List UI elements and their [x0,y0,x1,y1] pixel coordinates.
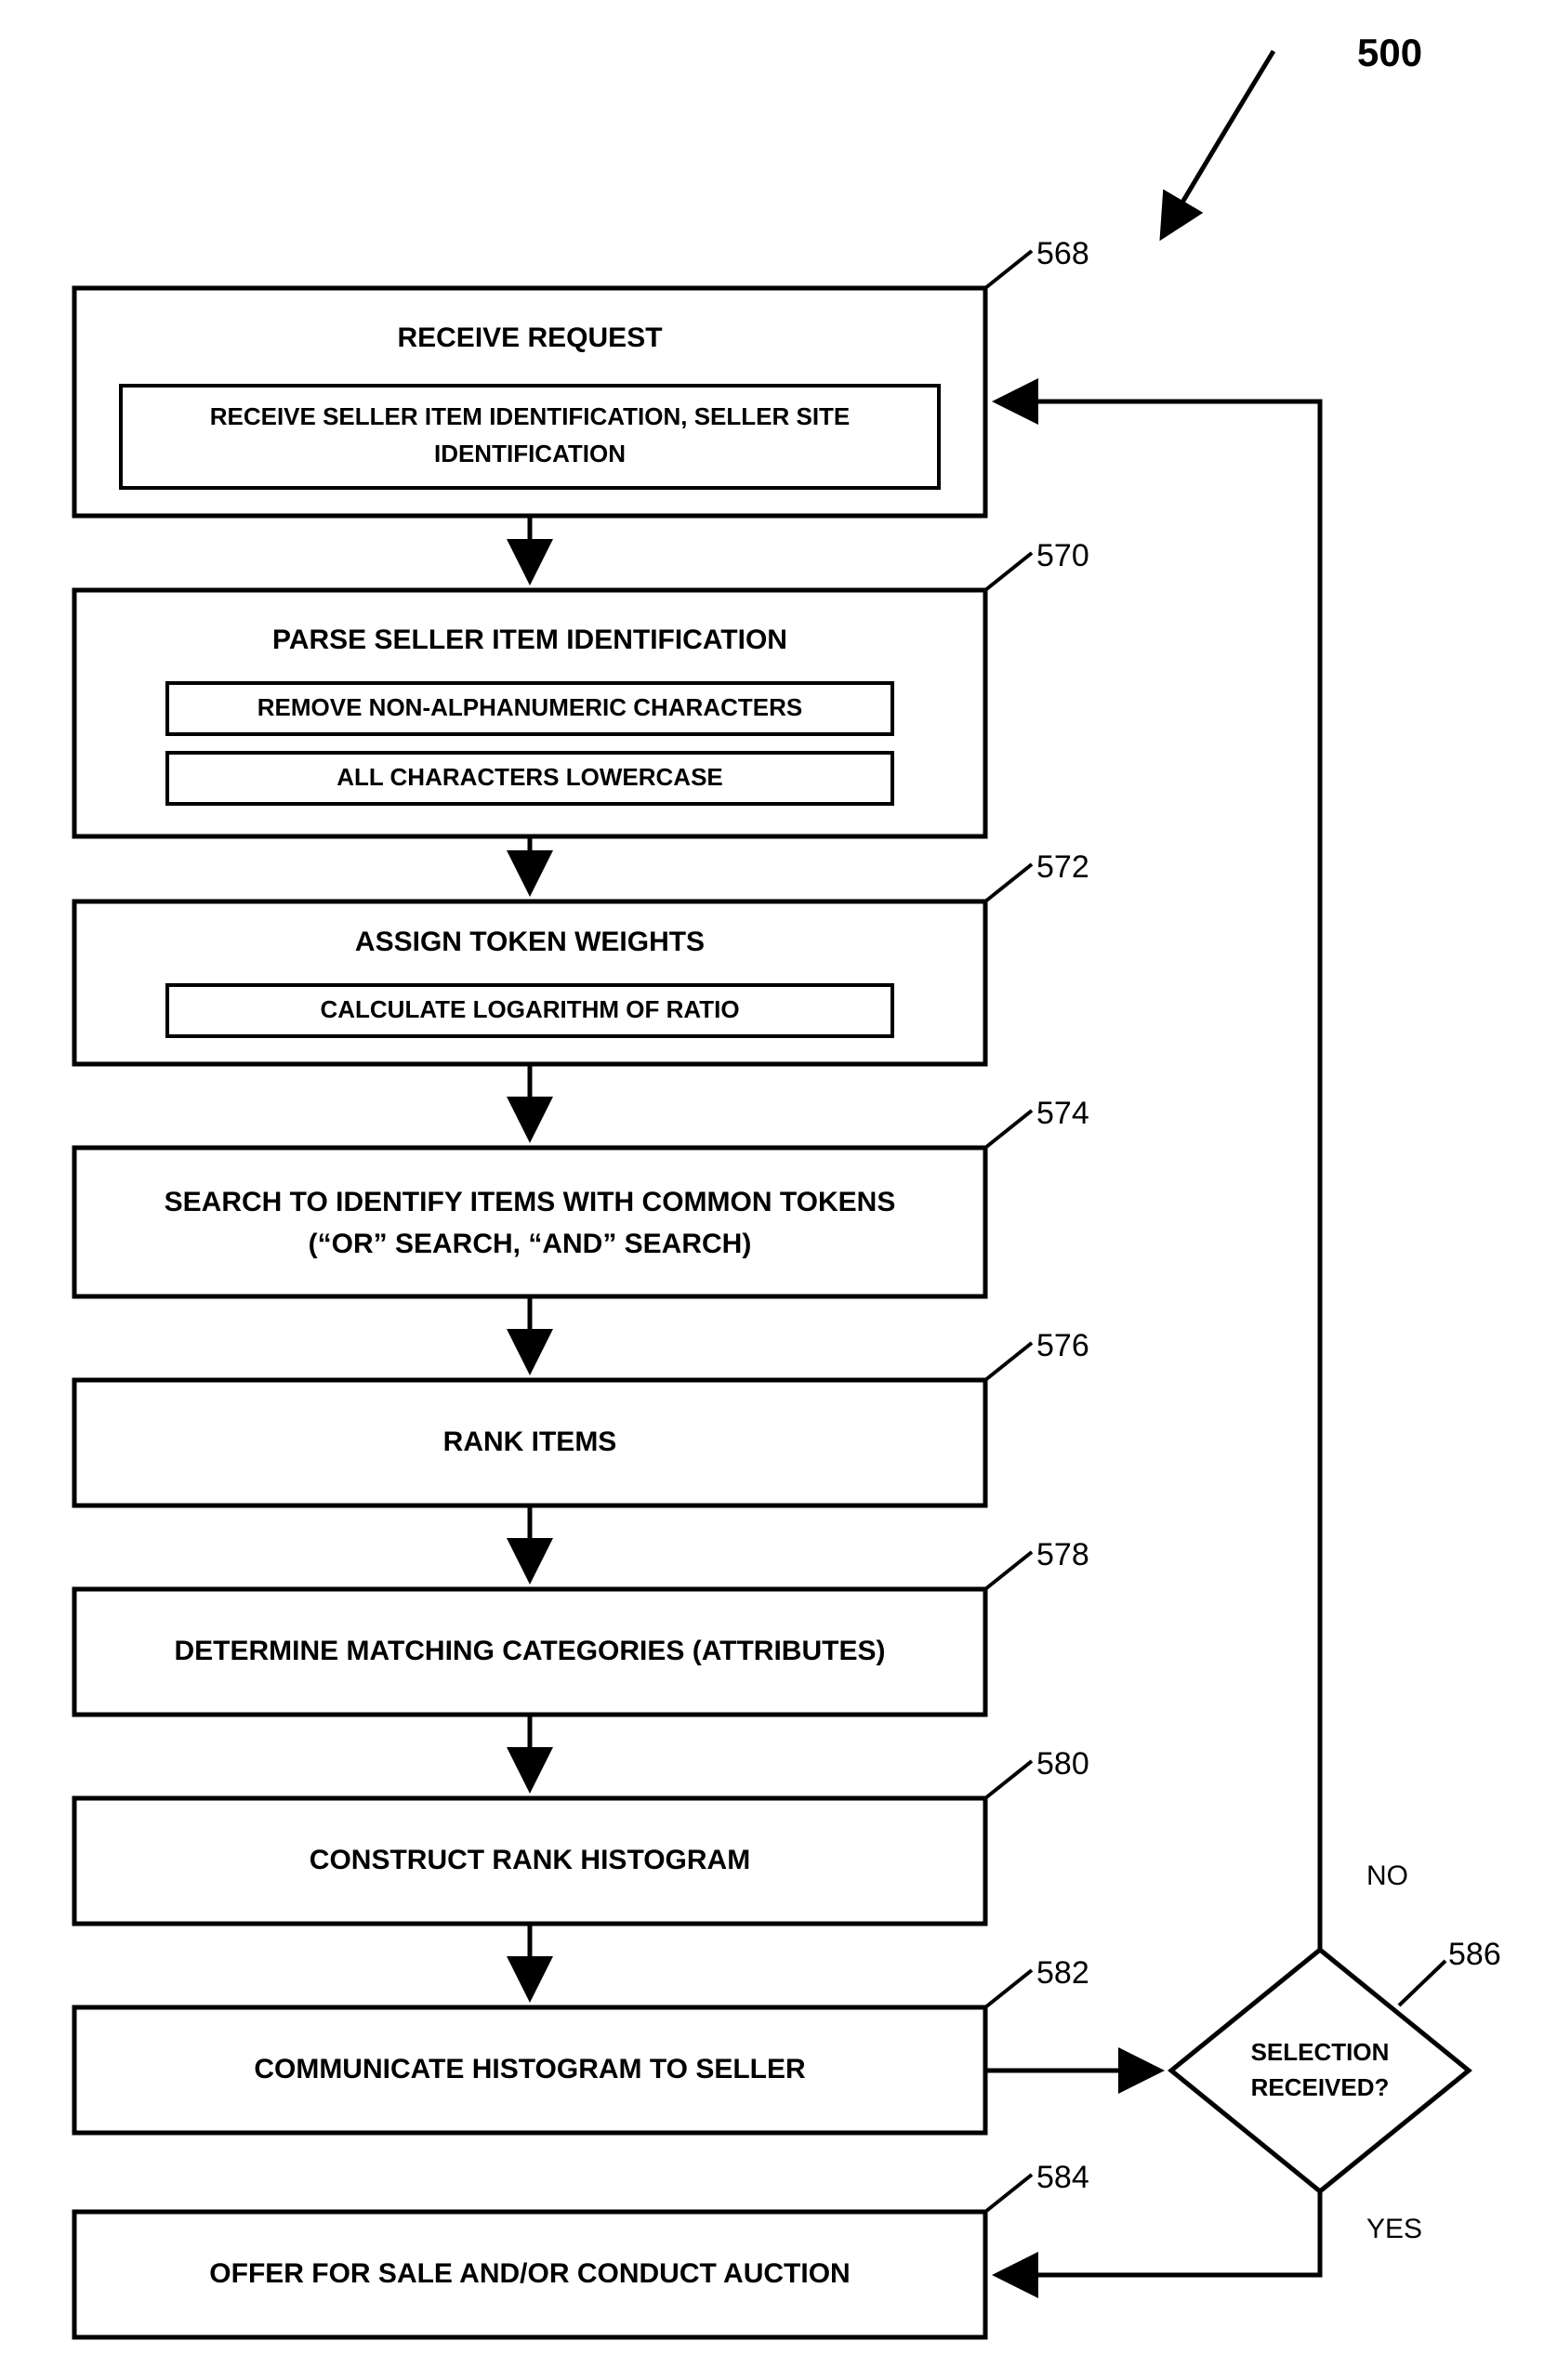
figure-ref-arrow: 500 [1162,31,1422,237]
flowchart-svg: 500 RECEIVE REQUEST RECEIVE SELLER ITEM … [0,0,1557,2380]
decision-586: SELECTION RECEIVED? 586 [1171,1937,1501,2191]
node-584-title: OFFER FOR SALE AND/OR CONDUCT AUCTION [209,2258,850,2289]
node-580-title: CONSTRUCT RANK HISTOGRAM [310,1845,750,1875]
node-576-title: RANK ITEMS [443,1427,617,1457]
arrow-decision-yes: YES [996,2191,1422,2275]
node-568-sub-line1: RECEIVE SELLER ITEM IDENTIFICATION, SELL… [210,402,851,430]
node-570: PARSE SELLER ITEM IDENTIFICATION REMOVE … [74,538,1089,836]
node-570-sub2: ALL CHARACTERS LOWERCASE [336,763,723,791]
node-570-ref: 570 [1036,538,1089,573]
arrow-decision-no: NO [996,401,1408,1950]
node-582-title: COMMUNICATE HISTOGRAM TO SELLER [254,2054,806,2084]
node-574: SEARCH TO IDENTIFY ITEMS WITH COMMON TOK… [74,1096,1089,1296]
node-576: RANK ITEMS 576 [74,1328,1089,1506]
node-572-title: ASSIGN TOKEN WEIGHTS [355,927,705,957]
decision-yes-label: YES [1366,2214,1422,2244]
node-580: CONSTRUCT RANK HISTOGRAM 580 [74,1746,1089,1924]
node-574-title-line2: (“OR” SEARCH, “AND” SEARCH) [309,1229,752,1259]
node-572-ref: 572 [1036,849,1089,885]
node-578: DETERMINE MATCHING CATEGORIES (ATTRIBUTE… [74,1537,1089,1715]
node-580-ref: 580 [1036,1746,1089,1782]
node-574-title-line1: SEARCH TO IDENTIFY ITEMS WITH COMMON TOK… [165,1187,896,1217]
node-576-ref: 576 [1036,1328,1089,1363]
node-578-ref: 578 [1036,1537,1089,1572]
node-582: COMMUNICATE HISTOGRAM TO SELLER 582 [74,1955,1089,2133]
node-582-ref: 582 [1036,1955,1089,1991]
node-584: OFFER FOR SALE AND/OR CONDUCT AUCTION 58… [74,2160,1089,2337]
node-568: RECEIVE REQUEST RECEIVE SELLER ITEM IDEN… [74,236,1089,516]
decision-586-line1: SELECTION [1251,2038,1390,2066]
node-574-ref: 574 [1036,1096,1089,1131]
node-568-title: RECEIVE REQUEST [397,322,662,353]
node-584-ref: 584 [1036,2160,1089,2195]
node-572: ASSIGN TOKEN WEIGHTS CALCULATE LOGARITHM… [74,849,1089,1064]
node-570-title: PARSE SELLER ITEM IDENTIFICATION [272,625,787,655]
node-570-sub1: REMOVE NON-ALPHANUMERIC CHARACTERS [257,693,802,721]
decision-586-line2: RECEIVED? [1251,2073,1390,2101]
figure-ref-label: 500 [1357,31,1422,74]
node-568-sub-line2: IDENTIFICATION [434,440,626,467]
node-572-sub1: CALCULATE LOGARITHM OF RATIO [320,995,739,1023]
decision-586-ref: 586 [1448,1937,1501,1972]
decision-no-label: NO [1366,1861,1408,1891]
node-568-ref: 568 [1036,236,1089,271]
node-578-title: DETERMINE MATCHING CATEGORIES (ATTRIBUTE… [175,1636,886,1666]
